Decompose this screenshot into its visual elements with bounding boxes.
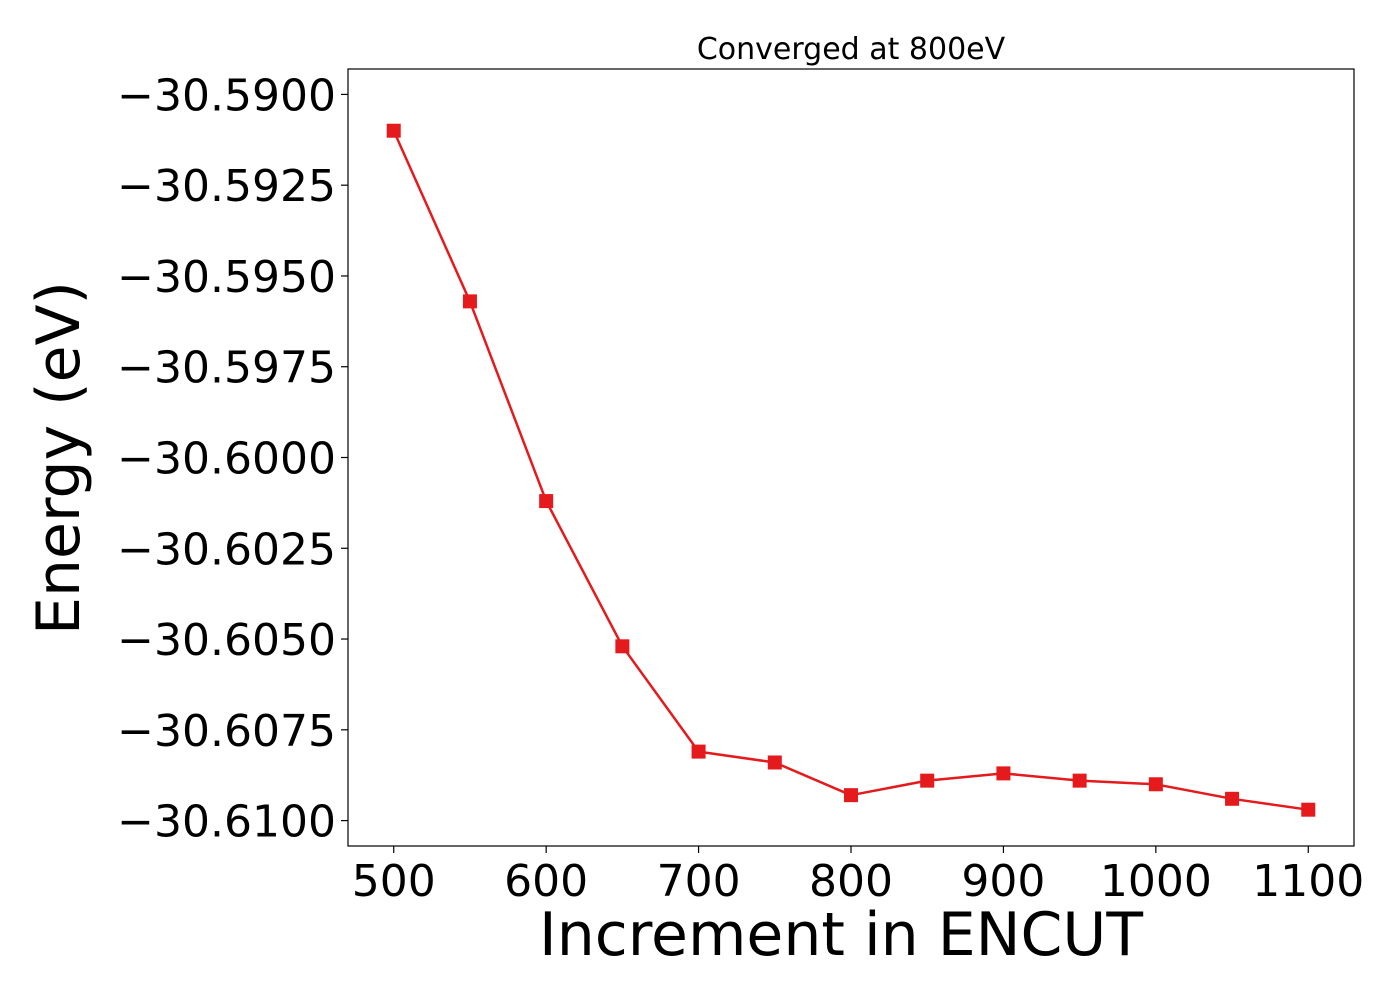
chart-title: Converged at 800eV bbox=[697, 32, 1006, 67]
y-tick-label: −30.5975 bbox=[117, 343, 336, 394]
y-tick-label: −30.5950 bbox=[117, 252, 336, 303]
data-series bbox=[386, 123, 1316, 817]
data-point bbox=[691, 744, 706, 759]
y-tick-label: −30.5925 bbox=[117, 161, 336, 212]
data-point bbox=[386, 123, 401, 138]
data-point bbox=[767, 755, 782, 770]
data-point bbox=[1301, 802, 1316, 817]
data-point bbox=[1225, 791, 1240, 806]
x-axis-label: Increment in ENCUT bbox=[539, 900, 1143, 970]
data-point bbox=[996, 766, 1011, 781]
x-axis-ticks: 500 600 700 800 900 1000 1100 bbox=[352, 846, 1364, 907]
data-point bbox=[539, 494, 554, 509]
data-point bbox=[462, 294, 477, 309]
y-tick-label: −30.6025 bbox=[117, 524, 336, 575]
data-point bbox=[844, 788, 858, 803]
x-tick-label: 800 bbox=[809, 856, 893, 907]
y-tick-label: −30.6075 bbox=[117, 706, 336, 757]
x-tick-label: 500 bbox=[352, 856, 436, 907]
x-tick-label: 1000 bbox=[1100, 856, 1212, 907]
x-tick-label: 700 bbox=[657, 856, 741, 907]
y-tick-label: −30.5900 bbox=[117, 70, 336, 121]
x-tick-label: 900 bbox=[961, 856, 1045, 907]
y-tick-label: −30.6050 bbox=[117, 615, 336, 666]
data-point bbox=[1072, 773, 1087, 788]
x-tick-label: 1100 bbox=[1252, 856, 1364, 907]
data-point bbox=[1148, 777, 1163, 792]
y-tick-label: −30.6100 bbox=[117, 797, 336, 848]
x-tick-label: 600 bbox=[504, 856, 588, 907]
y-tick-label: −30.6000 bbox=[117, 434, 336, 485]
y-axis-label: Energy (eV) bbox=[24, 281, 94, 635]
data-point bbox=[615, 639, 630, 654]
data-point bbox=[920, 773, 935, 788]
y-axis-ticks: −30.5900 −30.5925 −30.5950 −30.5975 −30.6000… bbox=[117, 70, 348, 848]
